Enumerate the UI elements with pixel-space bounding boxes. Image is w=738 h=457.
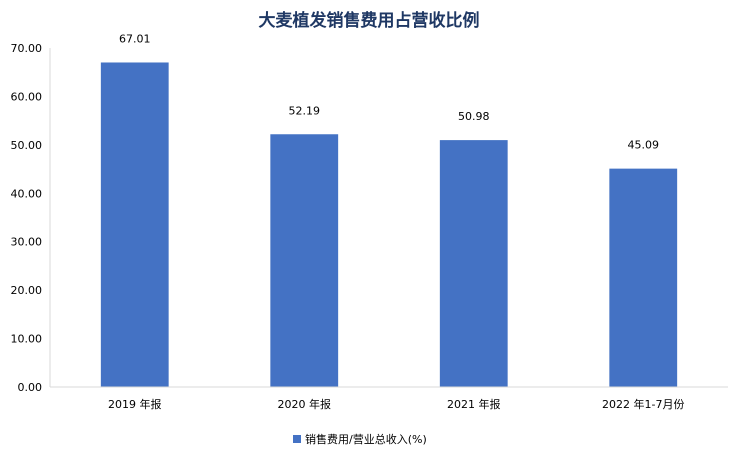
y-tick-label: 70.00 [11, 42, 43, 55]
x-tick-label: 2019 年报 [108, 397, 162, 411]
bar [609, 168, 678, 387]
x-tick-label: 2021 年报 [447, 397, 501, 411]
bar [100, 62, 169, 388]
y-tick-label: 60.00 [11, 90, 43, 103]
data-label: 50.98 [458, 110, 490, 123]
y-tick-label: 20.00 [11, 284, 43, 297]
bar [439, 140, 508, 387]
data-label: 45.09 [628, 139, 660, 152]
y-axis: 0.00 10.00 20.00 30.00 40.00 50.00 60.00 70.00 [11, 42, 51, 394]
x-axis: 2019 年报 2020 年报 2021 年报 2022 年1-7月份 [50, 386, 728, 411]
legend-swatch [293, 435, 301, 443]
legend-label: 销售费用/营业总收入(%) [305, 432, 427, 446]
x-tick-label: 2022 年1-7月份 [602, 397, 684, 411]
bar [270, 134, 339, 387]
y-tick-label: 30.00 [11, 236, 43, 249]
y-tick-label: 40.00 [11, 187, 43, 200]
chart-title: 大麦植发销售费用占营收比例 [259, 10, 480, 31]
y-tick-label: 50.00 [11, 139, 43, 152]
bars: 67.01 52.19 50.98 45.09 [100, 32, 678, 388]
data-label: 67.01 [119, 32, 151, 45]
x-tick-label: 2020 年报 [278, 397, 332, 411]
y-tick-label: 10.00 [11, 333, 43, 346]
data-label: 52.19 [289, 104, 321, 117]
legend: 销售费用/营业总收入(%) [293, 432, 427, 446]
y-tick-label: 0.00 [18, 381, 43, 394]
